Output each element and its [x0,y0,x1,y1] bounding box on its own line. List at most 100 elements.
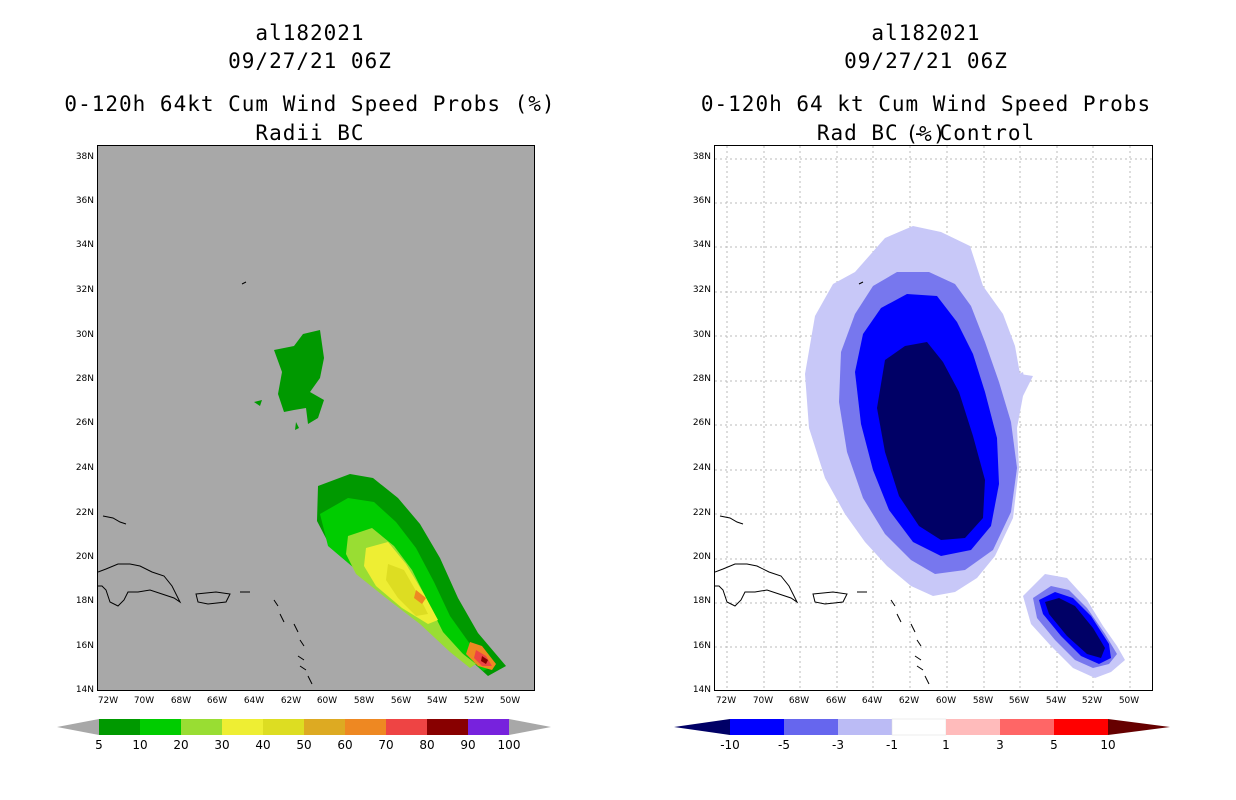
colorbar-label: -10 [720,738,740,752]
colorbar-bin [427,719,468,735]
lat-label: 34N [692,240,711,250]
colorbar-label: 1 [942,738,950,752]
left-title: 0-120h 64kt Cum Wind Speed Probs (%) [64,92,556,116]
right-coastlines [715,281,930,685]
colorbar-bin [784,719,838,735]
colorbar-bin [730,719,784,735]
lon-label: 62W [280,696,302,706]
right-diff-contours [805,226,1125,678]
left-coastlines [98,281,313,685]
right-colorbar [674,718,1170,736]
lat-label: 32N [75,285,94,295]
lon-label: 68W [170,696,192,706]
left-prob-contours [254,330,506,676]
colorbar-label: -1 [886,738,898,752]
lat-label: 18N [75,596,94,606]
lat-label: 26N [75,418,94,428]
lon-label: 64W [861,696,883,706]
contour-90 [481,656,488,664]
lon-label: 72W [97,696,119,706]
contour-60 [414,590,426,604]
left-storm-id: al182021 [255,21,365,45]
left-datetime: 09/27/21 06Z [228,49,392,73]
lat-label: 26N [692,418,711,428]
left-map-plot [98,281,506,685]
lon-label: 60W [935,696,957,706]
colorbar-bin [946,719,1000,735]
colorbar-label: 40 [255,738,271,752]
colorbar-label: 10 [132,738,148,752]
lon-label: 68W [788,696,810,706]
lon-label: 62W [898,696,920,706]
lat-label: 28N [75,374,94,384]
lon-label: 56W [390,696,412,706]
colorbar-bin [838,719,892,735]
contour-5-islet2 [295,422,299,430]
right-storm-id: al182021 [871,21,981,45]
colorbar-bin [181,719,222,735]
left-subtitle: Radii BC [255,121,365,145]
colorbar-bin [263,719,304,735]
lon-label: 70W [752,696,774,706]
lon-label: 58W [353,696,375,706]
lon-label: 70W [133,696,155,706]
colorbar-arrow-high [1108,719,1170,735]
colorbar-label: 100 [497,738,521,752]
colorbar-label: 70 [378,738,394,752]
contour-minus10-south [1045,598,1105,658]
lat-label: 20N [692,552,711,562]
colorbar-label: 10 [1100,738,1116,752]
colorbar-bin [891,718,947,736]
colorbar-arrow-low [674,719,730,735]
colorbar-bin [140,719,181,735]
colorbar-bin [1054,719,1108,735]
right-subtitle: Rad BC - Control [816,121,1036,145]
lat-label: 18N [692,596,711,606]
right-map-frame [714,145,1153,691]
colorbar-label: 80 [419,738,435,752]
lon-label: 50W [1118,696,1140,706]
lat-label: 32N [692,285,711,295]
colorbar-arrow-low [57,719,99,735]
contour-minus10 [877,342,985,540]
lat-label: 30N [692,330,711,340]
lon-label: 52W [463,696,485,706]
lat-label: 36N [692,196,711,206]
lon-label: 72W [715,696,737,706]
colorbar-label: -5 [778,738,790,752]
lat-label: 24N [692,463,711,473]
lon-label: 66W [206,696,228,706]
colorbar-bin [1000,719,1054,735]
lat-label: 34N [75,240,94,250]
lon-label: 52W [1081,696,1103,706]
right-title: 0-120h 64 kt Cum Wind Speed Probs (%) [700,92,1152,146]
lon-label: 64W [243,696,265,706]
lat-label: 38N [75,152,94,162]
colorbar-label: -3 [832,738,844,752]
lat-label: 14N [692,685,711,695]
colorbar-label: 90 [460,738,476,752]
contour-5-islet [254,400,262,406]
colorbar-label: 5 [1050,738,1058,752]
lon-label: 66W [825,696,847,706]
colorbar-label: 60 [337,738,353,752]
lat-label: 24N [75,463,94,473]
colorbar-label: 30 [214,738,230,752]
lat-label: 16N [75,641,94,651]
colorbar-label: 20 [173,738,189,752]
lat-label: 20N [75,552,94,562]
colorbar-bin [468,719,509,735]
left-colorbar [57,719,551,735]
left-map-frame [97,145,535,691]
colorbar-label: 50 [296,738,312,752]
colorbar-arrow-high [509,719,551,735]
right-map-plot [715,146,1152,690]
lat-label: 30N [75,330,94,340]
colorbar-label: 5 [95,738,103,752]
lat-label: 22N [75,508,94,518]
lat-label: 36N [75,196,94,206]
lon-label: 56W [1008,696,1030,706]
lat-label: 22N [692,508,711,518]
colorbar-bin [345,719,386,735]
lon-label: 50W [499,696,521,706]
